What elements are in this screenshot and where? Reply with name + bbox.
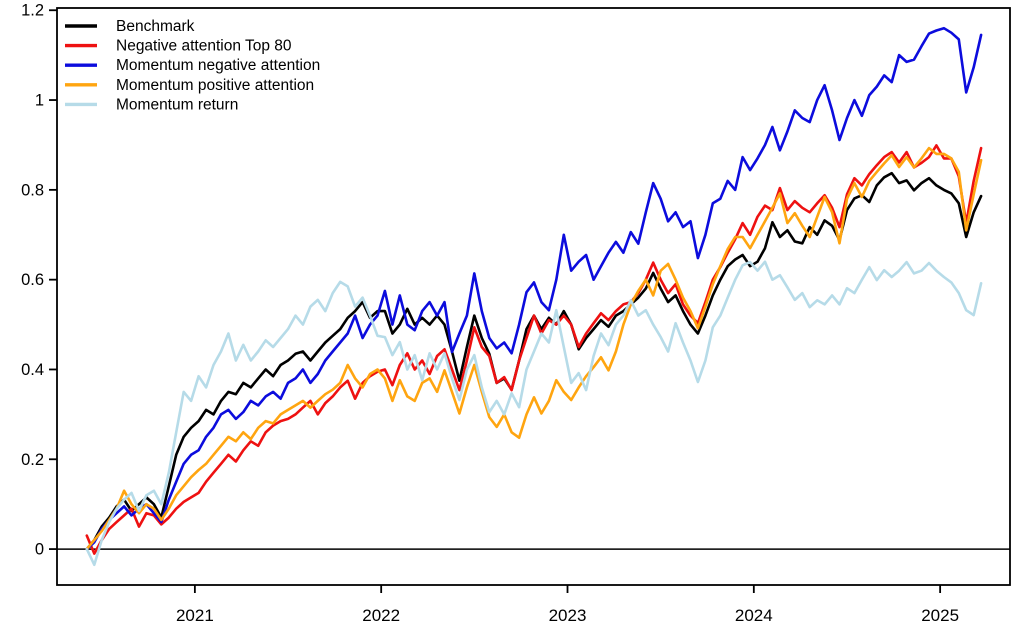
legend-label: Benchmark [116,18,195,35]
legend-entry: Momentum positive attention [65,77,314,94]
plot-border [56,7,1011,586]
y-axis-tick-label: 0 [35,541,44,559]
series-line-negative-attention-top-80 [85,144,983,555]
legend-entry: Momentum negative attention [65,57,320,74]
x-axis-tick-label: 2024 [735,606,773,625]
series-line-momentum-positive-attention [85,146,983,551]
x-axis-tick-label: 2023 [549,606,587,625]
x-axis-tick-label: 2021 [176,606,214,625]
legend-label: Momentum return [116,96,238,113]
y-axis-tick-label: 1 [35,92,44,110]
legend-entry: Momentum return [65,96,238,113]
y-axis-tick-label: 0.4 [21,361,44,379]
series-line-benchmark [85,171,983,551]
x-axis-tick-label: 2022 [362,606,400,625]
y-axis-tick-label: 0.2 [21,451,44,469]
legend: Benchmark Negative attention Top 80 Moment… [65,18,320,113]
y-axis-tick-label: 0.6 [21,271,44,289]
legend-entry: Benchmark [65,18,195,35]
x-axis-tick-label: 2025 [921,606,959,625]
legend-label: Negative attention Top 80 [116,38,292,55]
series-line-momentum-negative-attention [85,26,983,551]
legend-label: Momentum positive attention [116,77,314,94]
series-line-momentum-return [85,260,983,567]
legend-label: Momentum negative attention [116,57,320,74]
legend-entry: Negative attention Top 80 [65,38,292,55]
y-axis-tick-label: 1.2 [21,2,44,20]
y-axis-tick-label: 0.8 [21,181,44,199]
